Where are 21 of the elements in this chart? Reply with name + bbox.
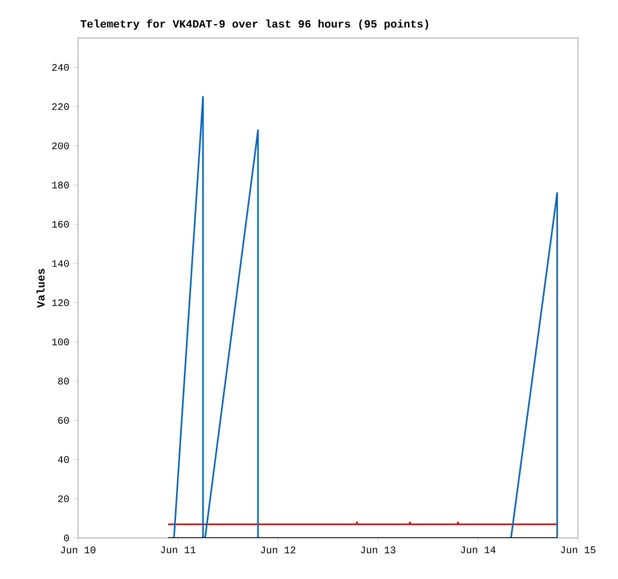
y-tick-label: 200: [52, 142, 69, 150]
x-tick-label: Jun 15: [560, 546, 596, 554]
y-tick-label: 100: [52, 338, 69, 346]
y-tick-label: 40: [58, 456, 69, 463]
x-tick-label: Jun 13: [360, 546, 396, 554]
y-tick-label: 140: [52, 260, 69, 267]
y-tick-label: 0: [64, 534, 69, 542]
y-tick-label: 60: [58, 416, 69, 424]
y-tick-label: 180: [52, 182, 69, 188]
y-tick-label: 80: [58, 378, 69, 385]
x-tick-label: Jun 10: [60, 546, 96, 554]
y-tick-label: 220: [52, 103, 69, 110]
chart-title: Telemetry for VK4DAT-9 over last 96 hours (95 points): [80, 19, 428, 30]
y-tick-label: 240: [52, 64, 69, 71]
y-tick-label: 160: [52, 220, 69, 228]
x-tick-label: Jun 14: [460, 546, 496, 554]
y-tick-label: 20: [58, 495, 69, 502]
y-axis-title: Values: [36, 268, 45, 308]
x-tick-label: Jun 12: [260, 546, 296, 554]
y-tick-label: 120: [52, 299, 69, 306]
x-tick-label: Jun 11: [160, 546, 196, 554]
